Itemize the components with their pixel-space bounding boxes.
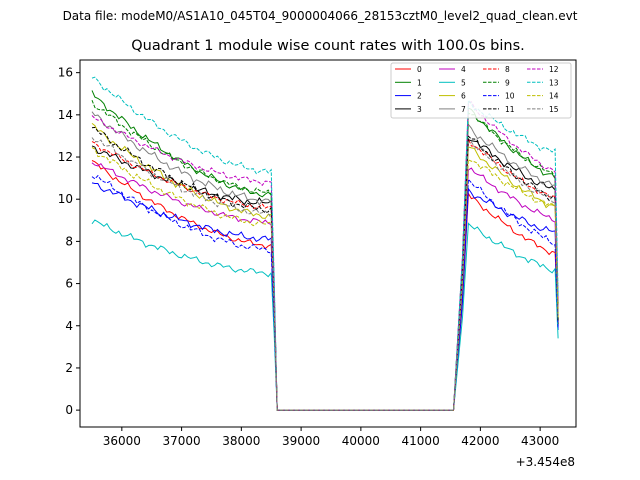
x-tick-label: 43000 [521, 434, 559, 448]
chart-title: Quadrant 1 module wise count rates with … [131, 38, 525, 54]
series-layer [91, 76, 559, 411]
series-line-9 [91, 100, 559, 411]
legend-label-3: 3 [417, 105, 422, 114]
legend-label-14: 14 [549, 92, 559, 101]
series-line-1 [91, 90, 559, 411]
series-line-2 [91, 182, 559, 411]
x-tick-label: 40000 [342, 434, 380, 448]
figure-suptitle: Data file: modeM0/AS1A10_045T04_90000040… [63, 9, 578, 23]
series-line-7 [91, 111, 559, 411]
legend-label-8: 8 [505, 65, 510, 74]
legend-label-0: 0 [417, 65, 422, 74]
y-tick-label: 4 [65, 319, 73, 333]
legend-label-13: 13 [549, 78, 559, 87]
legend-label-12: 12 [549, 65, 559, 74]
legend-label-15: 15 [549, 105, 559, 114]
series-line-15 [91, 137, 559, 411]
legend-label-7: 7 [461, 105, 466, 114]
series-line-0 [91, 160, 559, 411]
legend-label-11: 11 [505, 105, 515, 114]
series-line-14 [91, 147, 559, 411]
series-line-4 [91, 162, 559, 411]
y-tick-label: 10 [58, 192, 73, 206]
y-tick-label: 8 [65, 234, 73, 248]
x-tick-label: 38000 [222, 434, 260, 448]
legend-label-9: 9 [505, 78, 510, 87]
x-offset-label: +3.454e8 [516, 455, 575, 469]
y-tick-label: 14 [58, 108, 73, 122]
axes-layer: 36000 37000 38000 39000 40000 41000 42000 43000… [58, 66, 560, 448]
legend-label-6: 6 [461, 92, 466, 101]
x-tick-label: 39000 [282, 434, 320, 448]
series-line-5 [91, 219, 559, 411]
y-tick-label: 2 [65, 361, 73, 375]
y-tick-label: 0 [65, 403, 73, 417]
series-line-8 [91, 138, 559, 411]
legend-label-2: 2 [417, 92, 422, 101]
x-tick-label: 41000 [402, 434, 440, 448]
legend-label-10: 10 [505, 92, 515, 101]
x-tick-label: 36000 [103, 434, 141, 448]
x-tick-label: 42000 [461, 434, 499, 448]
y-tick-label: 12 [58, 150, 73, 164]
legend-label-4: 4 [461, 65, 466, 74]
series-line-11 [91, 126, 559, 411]
series-line-6 [91, 123, 559, 411]
y-tick-label: 16 [58, 66, 73, 80]
legend-box [390, 62, 572, 119]
legend-label-1: 1 [417, 78, 422, 87]
x-tick-label: 37000 [162, 434, 200, 448]
series-line-13 [91, 76, 559, 411]
axes-frame [79, 59, 577, 428]
y-tick-label: 6 [65, 277, 73, 291]
legend-label-5: 5 [461, 78, 466, 87]
